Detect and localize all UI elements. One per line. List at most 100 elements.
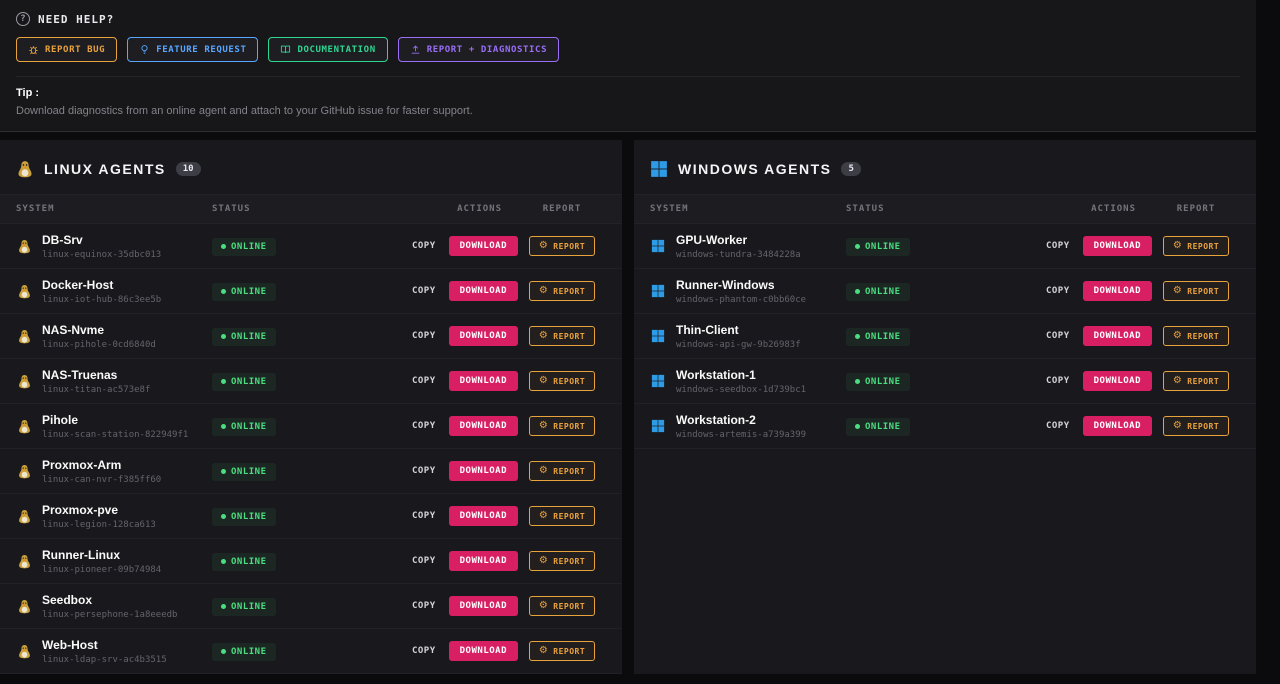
bug-icon (28, 44, 39, 55)
table-row: Runner-Linux linux-pioneer-09b74984 ONLI… (0, 539, 622, 584)
online-dot-icon (855, 289, 860, 295)
download-button[interactable]: DOWNLOAD (1082, 371, 1152, 391)
gear-icon: ⚙ (538, 645, 549, 656)
status-cell: ONLINE (212, 506, 390, 526)
tip-block: Tip : Download diagnostics from an onlin… (16, 76, 1240, 131)
panel-header: LINUX AGENTS 10 (0, 140, 622, 194)
table-row: Runner-Windows windows-phantom-c0bb60ce … (634, 269, 1256, 314)
documentation-button[interactable]: DOCUMENTATION (268, 37, 388, 62)
report-button[interactable]: ⚙ REPORT (528, 506, 596, 526)
table-row: Seedbox linux-persephone-1a8eeedb ONLINE… (0, 584, 622, 629)
linux-icon (16, 329, 32, 344)
agent-id: linux-can-nvr-f385ff60 (42, 474, 162, 485)
table-row: Proxmox-Arm linux-can-nvr-f385ff60 ONLIN… (0, 449, 622, 494)
download-button[interactable]: DOWNLOAD (448, 551, 518, 571)
status-cell: ONLINE (212, 641, 390, 661)
upload-icon (410, 44, 421, 55)
report-button[interactable]: ⚙ REPORT (528, 281, 596, 301)
status-badge: ONLINE (212, 462, 276, 481)
status-badge: ONLINE (212, 417, 276, 436)
copy-button[interactable]: COPY (1046, 237, 1070, 255)
download-button[interactable]: DOWNLOAD (1082, 236, 1152, 256)
agent-id: linux-equinox-35dbc013 (42, 249, 162, 260)
system-cell: Docker-Host linux-iot-hub-86c3ee5b (16, 278, 212, 305)
agent-id: windows-artemis-a739a399 (676, 429, 807, 440)
report-cell: ⚙ REPORT (518, 506, 606, 526)
feature-request-button[interactable]: FEATURE REQUEST (127, 37, 259, 62)
copy-button[interactable]: COPY (412, 597, 436, 615)
status-cell: ONLINE (212, 416, 390, 436)
report-button[interactable]: ⚙ REPORT (528, 371, 596, 391)
copy-button[interactable]: COPY (412, 507, 436, 525)
linux-icon (16, 374, 32, 389)
system-cell: NAS-Nvme linux-pihole-0cd6840d (16, 323, 212, 350)
copy-button[interactable]: COPY (1046, 372, 1070, 390)
download-button[interactable]: DOWNLOAD (1082, 416, 1152, 436)
report-cell: ⚙ REPORT (518, 551, 606, 571)
copy-button[interactable]: COPY (1046, 282, 1070, 300)
download-button[interactable]: DOWNLOAD (1082, 281, 1152, 301)
report-cell: ⚙ REPORT (1152, 371, 1240, 391)
download-button[interactable]: DOWNLOAD (448, 596, 518, 616)
agent-name: Thin-Client (676, 322, 739, 337)
report-bug-button[interactable]: REPORT BUG (16, 37, 118, 62)
report-button[interactable]: ⚙ REPORT (1162, 236, 1230, 256)
report-cell: ⚙ REPORT (1152, 236, 1240, 256)
tip-label: Tip : (16, 87, 40, 99)
help-title: NEED HELP? (38, 12, 115, 26)
download-button[interactable]: DOWNLOAD (448, 506, 518, 526)
copy-button[interactable]: COPY (412, 642, 436, 660)
help-section: ? NEED HELP? REPORT BUG (0, 0, 1256, 132)
report-button[interactable]: ⚙ REPORT (528, 416, 596, 436)
status-cell: ONLINE (846, 416, 1024, 436)
status-badge: ONLINE (212, 552, 276, 571)
report-button[interactable]: ⚙ REPORT (528, 461, 596, 481)
copy-button[interactable]: COPY (412, 237, 436, 255)
agent-id: linux-persephone-1a8eeedb (42, 609, 178, 620)
status-cell: ONLINE (846, 281, 1024, 301)
agent-id: linux-pihole-0cd6840d (42, 339, 156, 350)
copy-button[interactable]: COPY (1046, 417, 1070, 435)
report-button[interactable]: ⚙ REPORT (528, 326, 596, 346)
copy-button[interactable]: COPY (412, 552, 436, 570)
download-button[interactable]: DOWNLOAD (1082, 326, 1152, 346)
download-button[interactable]: DOWNLOAD (448, 281, 518, 301)
download-button[interactable]: DOWNLOAD (448, 236, 518, 256)
table-header: SYSTEM STATUS ACTIONS REPORT (0, 194, 622, 224)
copy-button[interactable]: COPY (412, 462, 436, 480)
report-button[interactable]: ⚙ REPORT (1162, 326, 1230, 346)
report-cell: ⚙ REPORT (518, 281, 606, 301)
copy-button[interactable]: COPY (412, 282, 436, 300)
report-button[interactable]: ⚙ REPORT (1162, 371, 1230, 391)
copy-button[interactable]: COPY (1046, 327, 1070, 345)
report-button[interactable]: ⚙ REPORT (528, 596, 596, 616)
panel-title: WINDOWS AGENTS (678, 161, 832, 177)
book-icon (280, 44, 291, 55)
download-button[interactable]: DOWNLOAD (448, 416, 518, 436)
download-button[interactable]: DOWNLOAD (448, 461, 518, 481)
status-badge: ONLINE (846, 372, 910, 391)
report-button[interactable]: ⚙ REPORT (528, 551, 596, 571)
actions-cell: COPY DOWNLOAD (390, 596, 518, 616)
download-button[interactable]: DOWNLOAD (448, 641, 518, 661)
report-cell: ⚙ REPORT (518, 461, 606, 481)
linux-icon (16, 599, 32, 614)
table-row: DB-Srv linux-equinox-35dbc013 ONLINE COP… (0, 224, 622, 269)
copy-button[interactable]: COPY (412, 372, 436, 390)
windows-agents-panel: WINDOWS AGENTS 5 SYSTEM STATUS ACTIONS R… (634, 140, 1256, 674)
report-button[interactable]: ⚙ REPORT (528, 641, 596, 661)
status-badge: ONLINE (212, 597, 276, 616)
report-diagnostics-button[interactable]: REPORT + DIAGNOSTICS (397, 37, 560, 62)
report-button[interactable]: ⚙ REPORT (1162, 281, 1230, 301)
download-button[interactable]: DOWNLOAD (448, 371, 518, 391)
copy-button[interactable]: COPY (412, 417, 436, 435)
copy-button[interactable]: COPY (412, 327, 436, 345)
online-dot-icon (221, 379, 226, 385)
report-button[interactable]: ⚙ REPORT (1162, 416, 1230, 436)
agent-id: windows-tundra-3484228a (676, 249, 801, 260)
table-body: GPU-Worker windows-tundra-3484228a ONLIN… (634, 224, 1256, 449)
report-button[interactable]: ⚙ REPORT (528, 236, 596, 256)
linux-icon (16, 284, 32, 299)
report-cell: ⚙ REPORT (518, 641, 606, 661)
download-button[interactable]: DOWNLOAD (448, 326, 518, 346)
